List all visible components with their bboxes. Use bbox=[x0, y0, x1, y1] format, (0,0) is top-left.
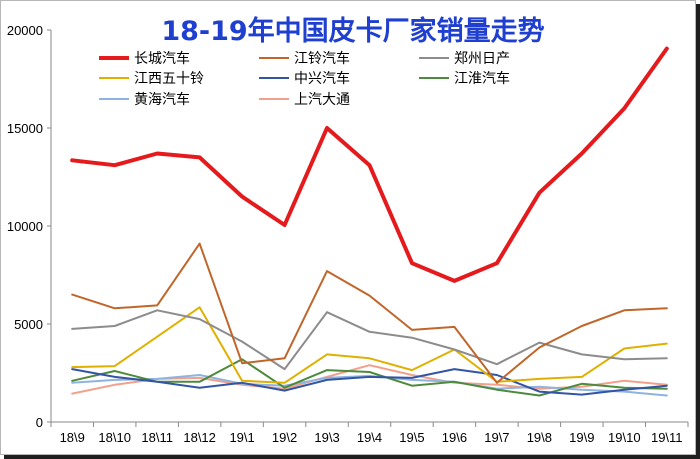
x-tick-label: 19\10 bbox=[608, 430, 641, 445]
x-tick-label: 19\6 bbox=[442, 430, 467, 445]
legend-label: 黄海汽车 bbox=[134, 91, 190, 108]
legend-label: 郑州日产 bbox=[454, 51, 510, 67]
x-tick-label: 19\4 bbox=[357, 430, 382, 445]
x-tick-label: 19\3 bbox=[314, 430, 339, 445]
x-tick-label: 19\11 bbox=[651, 430, 683, 445]
x-tick-label: 19\8 bbox=[527, 430, 552, 445]
y-tick-label: 20000 bbox=[7, 23, 43, 38]
legend-label: 上汽大通 bbox=[294, 92, 350, 108]
legend-label: 中兴汽车 bbox=[294, 70, 350, 87]
chart-title: 18-19年中国皮卡厂家销量走势 bbox=[161, 15, 544, 47]
legend-label: 江西五十铃 bbox=[134, 71, 204, 87]
x-tick-label: 19\2 bbox=[272, 430, 297, 445]
x-tick-label: 18\9 bbox=[60, 430, 85, 445]
y-tick-label: 0 bbox=[36, 415, 43, 430]
x-tick-label: 19\9 bbox=[569, 430, 594, 445]
series-line bbox=[71, 368, 668, 396]
series-line bbox=[71, 306, 668, 384]
tick-labels: 0 5000 10000 15000 20000 18\9 18\10 18\11 18\12 1… bbox=[7, 23, 683, 445]
x-tick-label: 19\5 bbox=[399, 430, 424, 445]
series-line bbox=[70, 46, 669, 283]
x-tick-label: 18\11 bbox=[141, 430, 173, 445]
x-tick-label: 19\1 bbox=[229, 430, 254, 445]
y-tick-label: 5000 bbox=[14, 317, 43, 332]
legend-label: 长城汽车 bbox=[134, 50, 190, 67]
y-tick-label: 15000 bbox=[7, 121, 43, 136]
legend-label: 江铃汽车 bbox=[294, 50, 350, 67]
line-chart: 18-19年中国皮卡厂家销量走势 0 5000 10000 15000 20000 18\… bbox=[7, 15, 689, 445]
series-line bbox=[71, 309, 668, 371]
series-line bbox=[71, 242, 668, 384]
series-line bbox=[71, 358, 668, 397]
x-tick-label: 19\7 bbox=[484, 430, 509, 445]
x-tick-label: 18\10 bbox=[98, 430, 131, 445]
y-tick-label: 10000 bbox=[7, 219, 43, 234]
axes bbox=[47, 29, 689, 427]
legend-label: 江淮汽车 bbox=[454, 70, 510, 87]
x-tick-label: 18\12 bbox=[183, 430, 216, 445]
series-lines bbox=[70, 46, 669, 397]
